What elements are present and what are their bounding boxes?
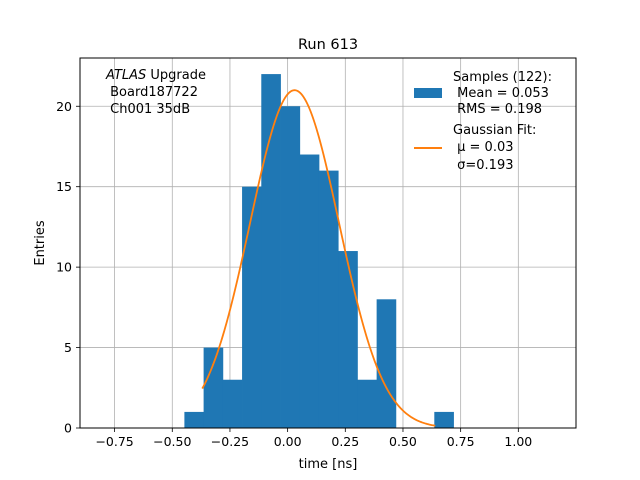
histogram-bars (184, 74, 454, 429)
histogram-bar-2 (222, 379, 243, 428)
y-tick-label-3: 15 (56, 179, 72, 194)
atlas-annotation: ATLAS Upgrade Board187722 Ch001 35dB (105, 68, 206, 117)
legend-samples-line-1: Samples (122): (453, 70, 552, 85)
legend-fit-line-1: Gaussian Fit: (453, 123, 536, 138)
x-tick-label-7: 1.00 (504, 434, 532, 449)
gaussian-fit (201, 89, 436, 427)
y-tick-label-2: 10 (56, 260, 72, 275)
legend: Samples (122): Mean = 0.053 RMS = 0.198 … (414, 70, 552, 173)
histogram-bar-3 (242, 186, 262, 428)
chart-title: Run 613 (298, 37, 358, 53)
legend-fit-line-3: σ=0.193 (453, 158, 513, 173)
histogram-bar-1 (203, 347, 224, 428)
annotation-line-2: Board187722 (106, 85, 198, 100)
annotation-line-3: Ch001 35dB (106, 102, 190, 117)
x-tick-label-1: −0.50 (153, 434, 191, 449)
legend-samples-line-2: Mean = 0.053 (453, 86, 549, 101)
y-tick-label-1: 5 (64, 340, 72, 355)
histogram-bar-4 (261, 74, 281, 428)
legend-samples-line-3: RMS = 0.198 (453, 102, 542, 117)
gaussian-fit-curve (201, 89, 436, 427)
axis-ticks: −0.75 −0.50 −0.25 0.00 0.25 0.50 0.75 1.00 0 5 10 1… (56, 99, 532, 449)
histogram-bar-13 (434, 411, 454, 428)
histogram-bar-6 (299, 154, 320, 429)
histogram-bar-10 (376, 299, 397, 428)
y-axis-label: Entries (33, 220, 48, 266)
histogram-bar-7 (318, 170, 339, 428)
histogram-bar-5 (280, 106, 301, 429)
histogram-bar-8 (338, 251, 358, 428)
legend-samples-patch (414, 88, 442, 98)
histogram-bar-9 (357, 379, 378, 428)
y-tick-label-0: 0 (64, 421, 72, 436)
x-tick-label-3: 0.00 (274, 434, 302, 449)
plot-frame (79, 57, 577, 429)
x-axis-label: time [ns] (299, 457, 358, 472)
histogram-bar-0 (184, 411, 205, 428)
y-tick-label-4: 20 (56, 99, 72, 114)
atlas-label: ATLAS (105, 68, 146, 83)
upgrade-label: Upgrade (146, 68, 206, 83)
legend-fit-line-2: μ = 0.03 (453, 140, 514, 155)
annotation-line-1: ATLAS Upgrade (105, 68, 206, 83)
x-tick-label-2: −0.25 (211, 434, 249, 449)
x-tick-label-5: 0.50 (389, 434, 417, 449)
x-tick-label-4: 0.25 (331, 434, 359, 449)
x-tick-label-6: 0.75 (447, 434, 475, 449)
x-tick-label-0: −0.75 (95, 434, 133, 449)
